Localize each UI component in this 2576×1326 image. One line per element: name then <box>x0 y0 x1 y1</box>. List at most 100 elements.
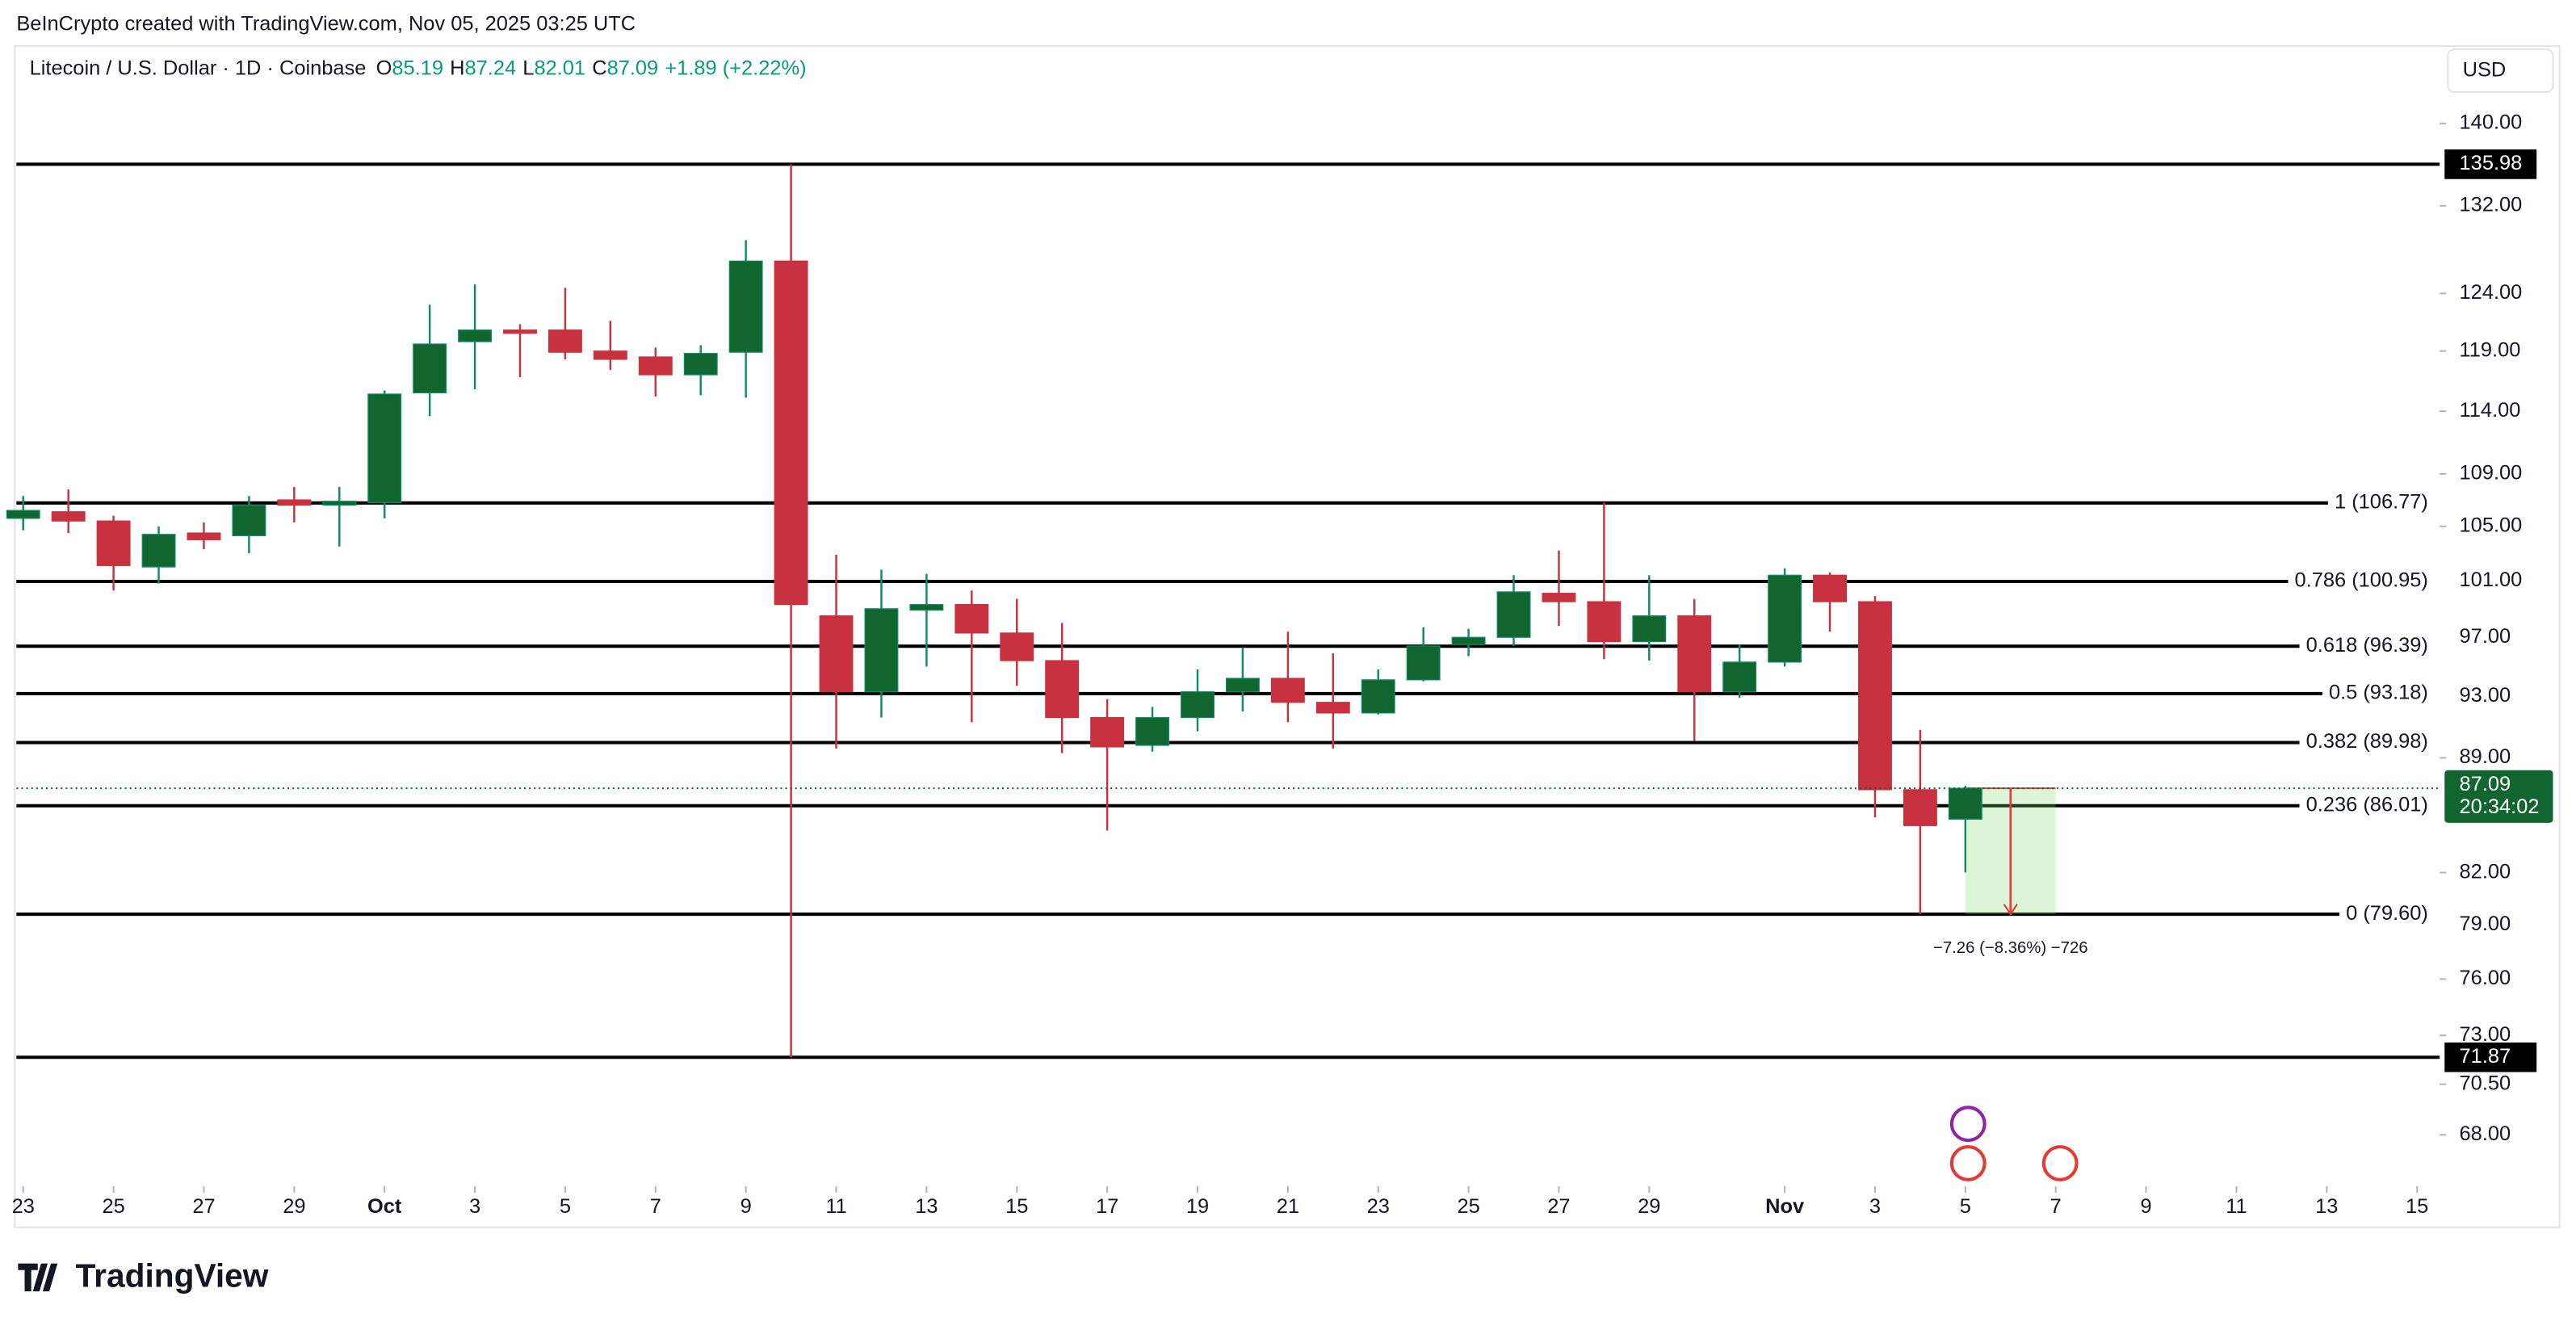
candle <box>503 324 537 378</box>
event-icon[interactable] <box>1949 1145 1987 1181</box>
candle <box>413 304 447 417</box>
fib-label: 1 (106.77) <box>2335 491 2428 514</box>
candle-body <box>819 615 854 693</box>
candle <box>728 240 763 398</box>
x-tick-label: 13 <box>915 1195 938 1218</box>
candle-body <box>458 329 493 342</box>
last-price-tag <box>2444 770 2553 823</box>
brand-name: TradingView <box>76 1257 269 1295</box>
candle-body <box>1361 679 1395 714</box>
candle <box>1587 502 1622 660</box>
ohlc-value: 85.19 <box>392 57 443 79</box>
x-tick-label: 5 <box>560 1195 571 1218</box>
currency[interactable]: USD <box>2463 58 2507 81</box>
x-tick-label: 9 <box>2141 1195 2152 1218</box>
candle-body <box>1813 574 1848 602</box>
candle <box>458 284 493 389</box>
credit: BeInCrypto created with TradingView.com,… <box>16 12 636 35</box>
measure-label: −7.26 (−8.36%) −726 <box>1933 939 2088 957</box>
candle-body <box>864 608 899 693</box>
level-label: 135.98 <box>2460 152 2523 174</box>
fib-label: 0.618 (96.39) <box>2306 634 2428 657</box>
y-tick-label: 119.00 <box>2460 338 2521 361</box>
event-icon[interactable] <box>1949 1106 1987 1143</box>
candle-body <box>954 603 989 634</box>
fib-label-bg <box>2322 679 2448 706</box>
candle <box>864 569 899 718</box>
candle-body <box>1542 593 1576 602</box>
event-icons <box>1949 1106 2079 1181</box>
candle <box>1135 707 1170 752</box>
y-tick-label: 93.00 <box>2460 684 2511 707</box>
candle-body <box>1677 615 1712 693</box>
candle-body <box>96 520 131 566</box>
x-tick-label: 25 <box>102 1195 124 1218</box>
candle-body <box>1858 601 1892 791</box>
candle <box>1903 729 1937 915</box>
x-tick-label: 23 <box>1367 1195 1390 1218</box>
ohlc-letter: H <box>450 57 464 79</box>
candle <box>187 522 221 550</box>
candle <box>1000 598 1034 686</box>
fib-label-bg <box>2339 900 2448 926</box>
y-tick-label: 76.00 <box>2460 967 2511 989</box>
fib-label: 0.382 (89.98) <box>2306 730 2428 753</box>
candle-body <box>1406 645 1441 681</box>
currency-box[interactable] <box>2447 48 2554 94</box>
x-tick-label: 25 <box>1457 1195 1479 1218</box>
y-tick-label: 109.00 <box>2460 462 2523 485</box>
candle-body <box>277 499 312 506</box>
candle <box>367 390 402 518</box>
candle-body <box>1270 678 1305 703</box>
x-tick-label: 3 <box>1869 1195 1881 1218</box>
candle <box>277 486 312 522</box>
y-tick-label: 132.00 <box>2460 194 2523 216</box>
x-tick-label: 27 <box>192 1195 215 1218</box>
candle <box>1858 596 1892 818</box>
candle <box>1045 623 1080 753</box>
candle-body <box>413 343 447 394</box>
x-tick-label: 17 <box>1096 1195 1118 1218</box>
x-tick-label: 21 <box>1277 1195 1299 1218</box>
fib-label-bg <box>2299 632 2448 658</box>
change: +1.89 (+2.22%) <box>665 57 806 79</box>
candle <box>1542 550 1576 626</box>
candle-body <box>1315 702 1350 714</box>
candle <box>819 554 854 749</box>
candle <box>954 590 989 723</box>
candle <box>683 345 718 396</box>
candle <box>96 515 131 591</box>
x-tick-label: 7 <box>650 1195 661 1218</box>
last-price-label: 87.09 <box>2460 773 2511 795</box>
candle-body <box>1496 591 1531 638</box>
candle <box>6 496 40 531</box>
brand: TradingView <box>18 1257 269 1295</box>
fib-label-bg <box>2299 728 2448 755</box>
candle <box>1496 575 1531 646</box>
candle-body <box>1451 636 1486 645</box>
candle-body <box>1225 678 1260 693</box>
event-icon[interactable] <box>2041 1145 2079 1181</box>
x-tick-label: 29 <box>1638 1195 1660 1218</box>
candle-body <box>1135 716 1170 746</box>
candle-body <box>1903 789 1937 826</box>
candle-body <box>322 501 357 506</box>
fib-label-bg <box>2288 567 2448 594</box>
frame <box>14 45 2561 1228</box>
candle <box>638 347 673 397</box>
candle <box>1225 647 1260 711</box>
y-tick-label: 97.00 <box>2460 625 2511 648</box>
x-tick-label: 29 <box>283 1195 305 1218</box>
fib-label: 0 (79.60) <box>2346 902 2428 925</box>
y-tick-label: 101.00 <box>2460 569 2523 591</box>
candle <box>1406 627 1441 682</box>
ohlc-value: 87.24 <box>465 57 517 79</box>
x-tick-label: Oct <box>367 1195 402 1218</box>
candle-body <box>1587 601 1622 643</box>
candle <box>1722 644 1757 699</box>
y-tick-label: 73.00 <box>2460 1023 2511 1046</box>
level-label: 71.87 <box>2460 1045 2511 1068</box>
brand-logo <box>18 1263 58 1292</box>
